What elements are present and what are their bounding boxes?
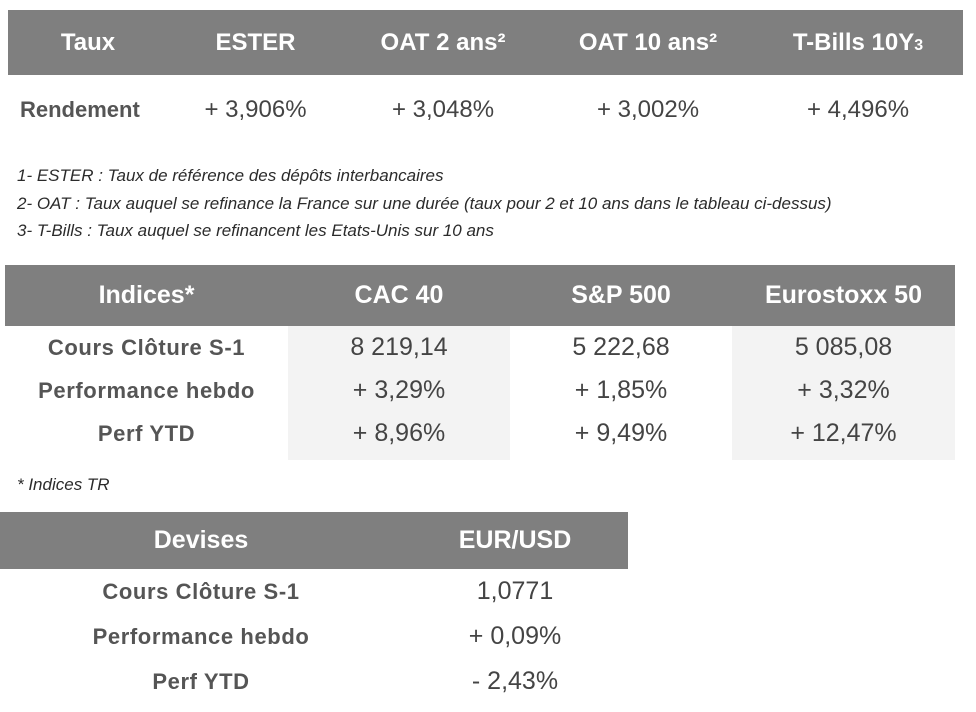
rates-header-ester: ESTER (215, 28, 296, 56)
currency-header-label: Devises (153, 526, 249, 554)
indices-col-bg (510, 326, 732, 460)
footnote-oat: 2- OAT : Taux auquel se refinance la Fra… (17, 193, 832, 213)
indices-header-cac40: CAC 40 (354, 281, 444, 309)
rates-header-tbills-label: T-Bills 10Y (792, 28, 915, 56)
indices-row-cours: Cours Clôture S-1 8 219,14 5 222,68 5 08… (5, 326, 955, 369)
currency-table: Devises EUR/USD Cours Clôture S-1 1,0771… (0, 512, 628, 712)
rates-value-oat2: + 3,048% (391, 96, 495, 123)
currency-cell: 1,0771 (476, 577, 554, 605)
indices-cell: + 3,32% (797, 376, 890, 404)
rates-value-ester: + 3,906% (204, 96, 307, 123)
indices-row-perf-ytd: Perf YTD + 8,96% + 9,49% + 12,47% (5, 412, 955, 455)
indices-row-perf-hebdo: Performance hebdo + 3,29% + 1,85% + 3,32… (5, 369, 955, 412)
rates-row-label: Rendement (20, 97, 140, 122)
rates-header-taux: Taux (60, 28, 116, 56)
indices-cell: + 12,47% (790, 419, 897, 447)
indices-footnote: * Indices TR (17, 475, 110, 494)
rates-value-tbills: + 4,496% (806, 96, 910, 123)
indices-cell: 5 222,68 (572, 333, 670, 361)
indices-table: Indices* CAC 40 S&P 500 Eurostoxx 50 Cou… (5, 265, 955, 460)
currency-row-label: Performance hebdo (92, 623, 310, 649)
indices-header-label: Indices* (98, 281, 195, 309)
currency-table-header: Devises EUR/USD (0, 512, 628, 569)
rates-footnotes: 1- ESTER : Taux de référence des dépôts … (17, 162, 975, 245)
indices-cell: 5 085,08 (794, 333, 893, 361)
indices-col-bg (5, 326, 288, 460)
indices-row-label: Cours Clôture S-1 (47, 334, 246, 360)
indices-table-body: Cours Clôture S-1 8 219,14 5 222,68 5 08… (5, 326, 955, 460)
currency-cell: + 0,09% (468, 622, 562, 650)
rates-table: Taux ESTER OAT 2 ans² OAT 10 ans² T-Bill… (8, 10, 963, 145)
indices-header-eurostoxx: Eurostoxx 50 (764, 281, 922, 309)
currency-row-label: Cours Clôture S-1 (102, 578, 300, 604)
indices-cell: + 1,85% (574, 376, 668, 404)
rates-header-oat10: OAT 10 ans² (578, 28, 718, 56)
indices-cell: + 3,29% (352, 376, 446, 404)
indices-header-sp500: S&P 500 (571, 281, 671, 309)
indices-cell: 8 219,14 (350, 333, 448, 361)
indices-row-label: Perf YTD (97, 420, 196, 446)
rates-header-tbills-note: 3 (914, 36, 924, 54)
rates-header-tbills: T-Bills 10Y3 (753, 29, 963, 57)
currency-row-perf-ytd: Perf YTD - 2,43% (0, 659, 628, 704)
currency-cell: - 2,43% (471, 667, 559, 695)
currency-row-label: Perf YTD (152, 668, 250, 694)
rates-header-oat2: OAT 2 ans² (380, 28, 506, 56)
indices-cell: + 9,49% (574, 419, 668, 447)
indices-cell: + 8,96% (352, 419, 446, 447)
indices-row-label: Performance hebdo (38, 377, 255, 403)
currency-row-perf-hebdo: Performance hebdo + 0,09% (0, 614, 628, 659)
footnote-ester: 1- ESTER : Taux de référence des dépôts … (17, 166, 444, 185)
currency-row-cours: Cours Clôture S-1 1,0771 (0, 569, 628, 614)
indices-table-header: Indices* CAC 40 S&P 500 Eurostoxx 50 (5, 265, 955, 326)
footnote-tbills: 3- T-Bills : Taux auquel se refinancent … (17, 221, 494, 240)
rates-table-header: Taux ESTER OAT 2 ans² OAT 10 ans² T-Bill… (8, 10, 963, 75)
rates-row-rendement: Rendement + 3,906% + 3,048% + 3,002% + 4… (8, 75, 963, 145)
currency-header-eurusd: EUR/USD (458, 526, 572, 554)
rates-value-oat10: + 3,002% (596, 96, 700, 123)
